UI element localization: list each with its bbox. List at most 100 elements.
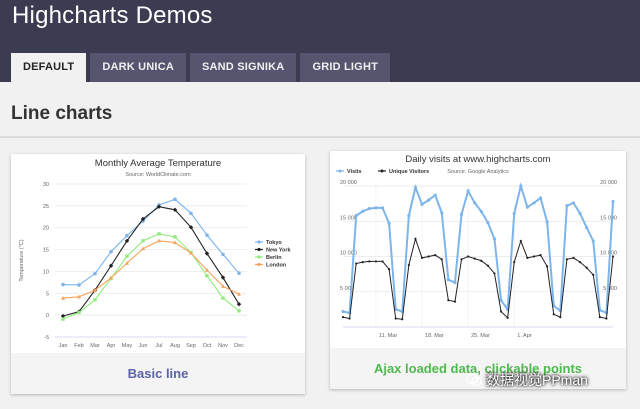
data-point <box>440 211 444 215</box>
data-point <box>157 238 161 243</box>
data-point <box>605 317 608 320</box>
card-label-basic-line[interactable]: Basic line <box>11 353 305 394</box>
data-point <box>492 237 497 241</box>
chart-subtitle: Source: WorldClimate.com <box>125 172 191 178</box>
y-tick-label-left: 5 000 <box>340 286 354 292</box>
data-point <box>394 317 397 320</box>
tab-dark-unica[interactable]: DARK UNICA <box>90 53 186 82</box>
data-point <box>355 262 358 265</box>
data-point <box>513 261 516 264</box>
data-point <box>565 204 569 208</box>
data-point <box>545 220 549 224</box>
tab-default[interactable]: DEFAULT <box>11 53 87 82</box>
legend-item: London <box>266 263 287 269</box>
data-point <box>93 271 97 276</box>
legend-item: Visits <box>347 169 362 175</box>
data-point <box>512 211 516 216</box>
data-point <box>361 261 364 264</box>
ajax-line-chart: Daily visits at www.highcharts.com Source… <box>336 154 617 339</box>
y-tick-label-left: 20 000 <box>340 180 357 186</box>
data-point <box>559 316 562 319</box>
data-point <box>124 238 130 244</box>
data-point <box>61 282 65 287</box>
data-point <box>221 284 225 288</box>
data-point <box>387 221 391 225</box>
y-tick-label-left: 10 000 <box>340 251 357 257</box>
data-point <box>499 310 503 313</box>
data-point <box>611 255 615 258</box>
watermark: 数据视觉PPman <box>466 370 588 390</box>
data-point <box>204 251 210 256</box>
data-point <box>108 263 114 268</box>
data-point <box>571 201 576 205</box>
x-tick-label: Sep <box>186 343 196 349</box>
data-point <box>585 225 589 230</box>
data-point <box>611 199 615 204</box>
data-point <box>592 273 595 276</box>
data-point <box>172 207 178 212</box>
data-point <box>77 310 81 315</box>
data-point <box>459 212 464 216</box>
data-point <box>341 309 345 314</box>
data-point <box>141 239 145 243</box>
data-point <box>427 198 431 202</box>
y-tick-label: 10 <box>43 269 49 275</box>
section-divider <box>0 136 640 138</box>
legend-item: Berlin <box>266 255 282 261</box>
y-tick-label: 30 <box>43 182 49 188</box>
data-point <box>479 209 483 213</box>
data-point <box>93 288 97 292</box>
data-point <box>173 197 177 202</box>
tab-grid-light[interactable]: GRID LIGHT <box>300 53 391 82</box>
demo-card-basic-line[interactable]: Monthly Average Temperature Source: World… <box>11 154 305 394</box>
data-point <box>368 260 371 263</box>
data-point <box>460 258 463 261</box>
data-point <box>446 278 450 282</box>
data-point <box>189 211 193 216</box>
data-point <box>519 184 523 188</box>
header-bar: Highcharts Demos DEFAULT DARK UNICA SAND… <box>0 0 640 82</box>
series-line-new-york <box>62 206 240 317</box>
legend-marker <box>380 169 384 173</box>
app-title: Highcharts Demos <box>12 2 213 29</box>
demo-card-ajax-line[interactable]: Daily visits at www.highcharts.com Source… <box>330 151 626 389</box>
y-tick-label-right: 15 000 <box>600 215 617 221</box>
data-point <box>486 221 490 225</box>
y-tick-label: 5 <box>46 291 49 297</box>
data-point <box>440 258 443 261</box>
series-line-visits <box>342 182 614 315</box>
x-tick-label: May <box>122 343 133 349</box>
data-point <box>77 294 81 299</box>
data-point <box>236 302 242 307</box>
x-tick-label: Jan <box>59 343 68 349</box>
legend-marker <box>338 169 342 173</box>
y-tick-label: -5 <box>44 335 49 341</box>
data-point <box>237 309 241 313</box>
data-point <box>506 316 509 319</box>
data-point <box>173 235 177 239</box>
legend-marker <box>257 262 261 267</box>
data-point <box>532 255 536 258</box>
data-point <box>188 225 194 230</box>
data-point <box>374 206 378 210</box>
legend-marker <box>257 240 261 244</box>
x-tick-label: Nov <box>218 343 228 349</box>
data-point <box>61 317 65 321</box>
y-tick-label-right: 10 000 <box>600 251 617 257</box>
tab-sand-signika[interactable]: SAND SIGNIKA <box>189 53 297 82</box>
data-point <box>473 201 477 205</box>
y-tick-label: 25 <box>43 204 49 210</box>
data-point <box>205 274 209 278</box>
legend-item: Tokyo <box>266 240 282 246</box>
data-point <box>427 255 430 258</box>
data-point <box>341 316 345 319</box>
data-point <box>173 240 177 245</box>
card-label-ajax[interactable]: Ajax loaded data, clickable points <box>330 348 626 389</box>
series-line-unique-visitors <box>342 237 614 320</box>
data-point <box>453 300 457 303</box>
data-point <box>205 233 209 237</box>
legend-item: New York <box>266 248 291 254</box>
data-point <box>466 189 470 193</box>
data-point <box>205 267 209 272</box>
x-tick-label: Aug <box>170 343 180 349</box>
